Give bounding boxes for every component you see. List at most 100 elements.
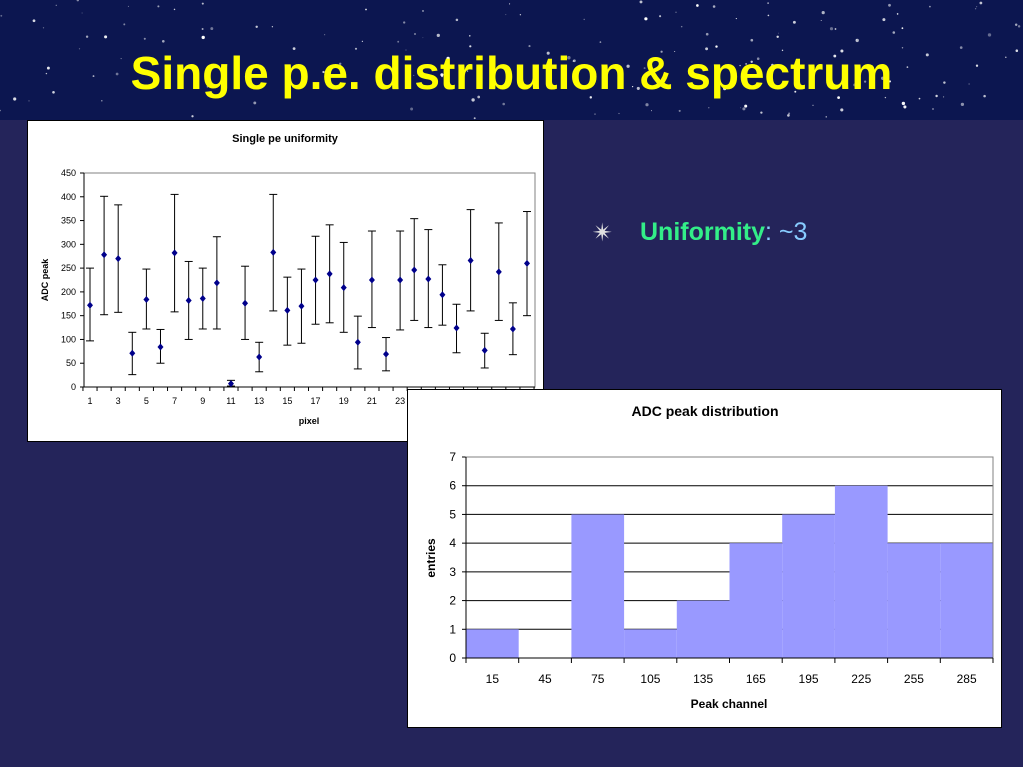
x-axis-label: Peak channel (691, 697, 768, 711)
data-point (171, 249, 178, 257)
histogram-bar (466, 629, 519, 658)
star (771, 63, 774, 67)
x-tick-label: 45 (538, 672, 552, 686)
star (705, 32, 709, 36)
star (794, 90, 797, 93)
star (968, 83, 970, 85)
star (742, 107, 746, 111)
star (776, 35, 779, 39)
star (101, 100, 103, 102)
y-tick-label: 100 (61, 334, 76, 344)
star (519, 14, 522, 16)
star (1005, 56, 1007, 58)
histogram-bar (624, 629, 677, 658)
star (837, 96, 840, 99)
y-axis-label: ADC peak (40, 258, 50, 302)
star (882, 18, 886, 22)
star (127, 5, 129, 7)
star (925, 53, 929, 57)
star (173, 8, 176, 11)
star (81, 12, 83, 14)
star (979, 1, 983, 5)
star (292, 47, 296, 50)
star (1015, 49, 1019, 52)
data-point (509, 325, 516, 333)
star (903, 105, 907, 109)
adc-peak-histogram: ADC peak distribution 0 1 2 3 4 5 6 7 15 45 75 105 13… (407, 389, 1002, 728)
star (546, 51, 550, 55)
x-tick-label: 7 (172, 396, 177, 406)
star (115, 72, 119, 76)
y-tick-label: 50 (66, 358, 76, 368)
x-tick-label: 15 (282, 396, 292, 406)
x-tick-label: 3 (116, 396, 121, 406)
star (760, 111, 763, 114)
data-point (383, 350, 390, 358)
star (201, 2, 204, 5)
star (644, 17, 648, 21)
star (943, 96, 945, 98)
star (161, 39, 165, 43)
data-point (284, 306, 291, 314)
star (855, 38, 859, 43)
star (756, 57, 760, 60)
star (324, 34, 326, 36)
star (901, 47, 904, 49)
y-tick-label: 7 (449, 450, 456, 464)
star (436, 33, 440, 38)
star (0, 109, 1, 112)
y-tick-label: 350 (61, 216, 76, 226)
data-point (467, 257, 474, 265)
star (255, 25, 258, 29)
plot-area (83, 172, 536, 388)
star (723, 86, 727, 91)
x-tick-label: 255 (904, 672, 924, 686)
y-tick-label: 300 (61, 239, 76, 249)
star (767, 14, 770, 17)
star (567, 56, 571, 60)
data-point (157, 343, 164, 351)
star (740, 107, 742, 109)
x-tick-label: 19 (339, 396, 349, 406)
star (477, 95, 481, 99)
data-point (495, 268, 502, 276)
star (744, 104, 748, 108)
data-point (115, 255, 122, 263)
star (660, 50, 663, 53)
star (397, 40, 400, 43)
x-tick-label: 9 (200, 396, 205, 406)
star (863, 80, 867, 83)
star (853, 83, 857, 87)
star (645, 103, 649, 107)
star (143, 37, 146, 40)
star (659, 15, 662, 18)
star (696, 4, 699, 7)
title-banner: Single p.e. distribution & spectrum (0, 0, 1023, 120)
star (28, 100, 30, 102)
star (206, 86, 209, 88)
star (471, 98, 475, 102)
x-tick-label: 1 (87, 396, 92, 406)
star (792, 20, 796, 24)
data-point (453, 324, 460, 332)
star (191, 115, 194, 118)
star (787, 114, 790, 117)
data-point (411, 266, 418, 274)
star (959, 46, 963, 49)
star (413, 74, 415, 76)
star (888, 80, 892, 83)
star (820, 20, 822, 21)
star (943, 81, 946, 84)
star (469, 35, 471, 37)
data-point (101, 251, 108, 259)
x-tick-label: 23 (395, 396, 405, 406)
star (322, 70, 325, 74)
star (821, 11, 825, 15)
star (745, 63, 747, 65)
star (403, 21, 406, 24)
star (718, 91, 721, 94)
uniformity-bullet: Uniformity: ~3 (640, 218, 807, 247)
chart-title: ADC peak distribution (631, 403, 778, 419)
x-tick-label: 195 (799, 672, 819, 686)
uniformity-value: : ~3 (765, 218, 808, 246)
